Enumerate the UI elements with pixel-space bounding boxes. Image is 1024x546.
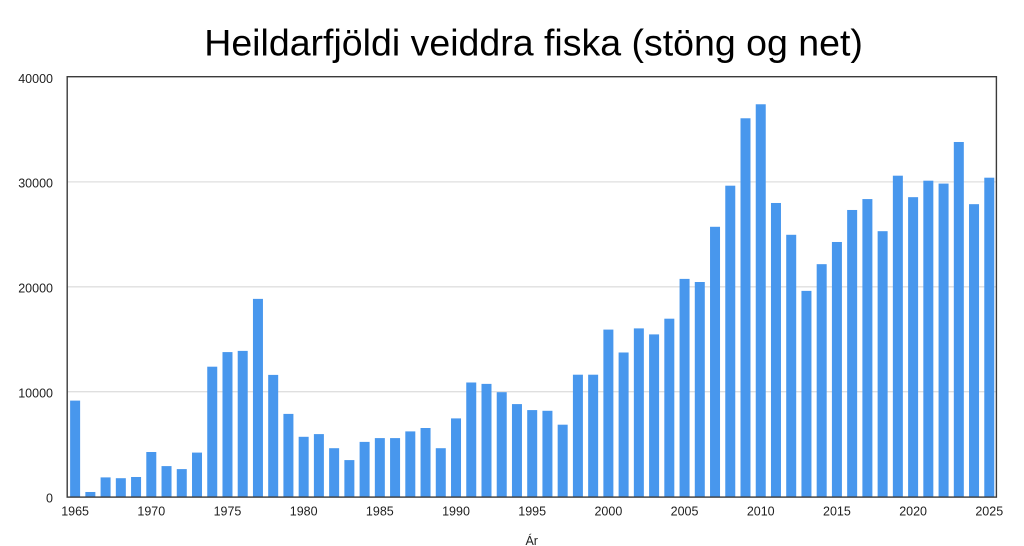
svg-text:40000: 40000 — [18, 72, 53, 86]
svg-text:1985: 1985 — [366, 504, 394, 518]
svg-text:1970: 1970 — [137, 504, 165, 518]
svg-text:Ár: Ár — [525, 533, 538, 546]
svg-text:30000: 30000 — [18, 177, 53, 191]
svg-text:20000: 20000 — [18, 282, 53, 296]
svg-text:2010: 2010 — [747, 504, 775, 518]
svg-text:2000: 2000 — [594, 504, 622, 518]
svg-text:2005: 2005 — [671, 504, 699, 518]
svg-text:10000: 10000 — [18, 387, 53, 401]
svg-text:Heildarfjöldi veiddra fiska (s: Heildarfjöldi veiddra fiska (stöng og ne… — [204, 21, 863, 63]
svg-text:2020: 2020 — [899, 504, 927, 518]
svg-text:1990: 1990 — [442, 504, 470, 518]
svg-text:1965: 1965 — [61, 504, 89, 518]
svg-text:1995: 1995 — [518, 504, 546, 518]
svg-text:2025: 2025 — [975, 504, 1003, 518]
svg-text:1975: 1975 — [214, 504, 242, 518]
svg-text:1980: 1980 — [290, 504, 318, 518]
svg-text:0: 0 — [46, 491, 53, 505]
svg-text:2015: 2015 — [823, 504, 851, 518]
